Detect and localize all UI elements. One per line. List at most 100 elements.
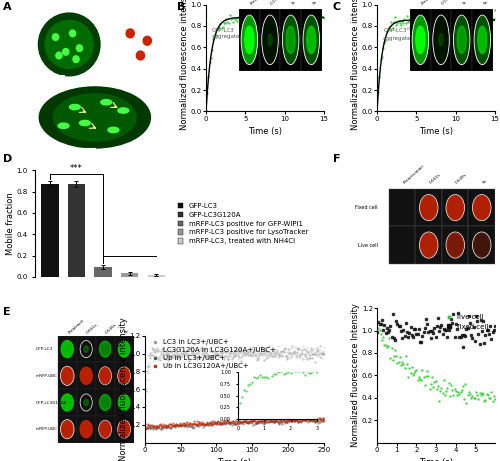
Circle shape [84,399,88,406]
Circle shape [101,100,112,105]
Text: 0.549s: 0.549s [105,322,118,334]
Circle shape [73,56,79,63]
Text: ***: *** [70,165,83,173]
Bar [94,267,112,277]
Circle shape [118,421,130,437]
Text: 0.061s: 0.061s [428,173,442,185]
Text: Live cell: Live cell [358,242,378,248]
Text: B: B [178,2,186,12]
Circle shape [84,346,88,352]
Circle shape [80,120,90,126]
Circle shape [100,421,111,437]
Text: mRFP-UBC: mRFP-UBC [36,427,58,431]
Text: GFP-LC3: GFP-LC3 [36,347,53,351]
Bar [389,189,415,226]
Bar [58,336,76,362]
Text: D: D [2,154,12,165]
Circle shape [61,341,74,358]
Text: GFP-LC3
aggregates: GFP-LC3 aggregates [212,28,244,39]
Y-axis label: Normalized fluorescence Intensity: Normalized fluorescence Intensity [351,303,360,447]
Bar [468,226,495,264]
Text: GFP-LC3G120A: GFP-LC3G120A [36,401,67,404]
Circle shape [76,45,82,52]
Text: GFP-LC3: GFP-LC3 [37,13,56,17]
Ellipse shape [38,13,100,76]
Text: A: A [2,2,11,12]
Bar [148,275,165,277]
Circle shape [420,233,437,257]
Circle shape [474,195,490,219]
Text: Prebleach: Prebleach [67,318,85,334]
Circle shape [118,341,130,357]
Ellipse shape [40,87,150,148]
Bar [121,273,138,277]
Circle shape [420,195,437,219]
Text: E: E [2,307,10,317]
Text: 3s: 3s [124,328,130,334]
Text: F: F [332,154,340,165]
Circle shape [447,195,464,219]
Legend: live cell, fixed cell: live cell, fixed cell [440,312,492,332]
Text: Merge: Merge [40,88,54,92]
Circle shape [62,48,69,55]
Bar [96,362,114,389]
Bar [41,183,58,277]
Bar [58,362,76,389]
Circle shape [108,127,119,133]
Bar [416,189,442,226]
Y-axis label: Normalized fluorescence intensity: Normalized fluorescence intensity [351,0,360,130]
Circle shape [118,108,129,113]
X-axis label: Time (s): Time (s) [419,127,453,136]
Text: 0.061s: 0.061s [86,322,99,334]
Circle shape [80,367,92,384]
Circle shape [58,123,69,129]
Bar [96,389,114,416]
Text: mCherry-LC3$^{G120A}$: mCherry-LC3$^{G120A}$ [108,13,144,21]
Circle shape [118,368,130,384]
Circle shape [474,233,490,257]
Circle shape [100,395,111,410]
Legend: GFP-LC3, GFP-LC3G120A, mRFP-LC3 positive for GFP-WIPI1, mRFP-LC3 positive for Ly: GFP-LC3, GFP-LC3G120A, mRFP-LC3 positive… [178,203,308,244]
Bar [468,189,495,226]
Circle shape [56,52,62,59]
Bar [96,336,114,362]
Circle shape [143,36,152,45]
Circle shape [70,30,75,37]
Ellipse shape [54,94,136,141]
Bar [114,389,134,416]
Bar [76,416,96,443]
Bar [442,226,468,264]
Ellipse shape [46,20,93,68]
Text: Fixed cell: Fixed cell [356,205,378,210]
Circle shape [100,368,111,384]
Legend: LC3 in LC3+/UBC+, LC3G120A in LC3G120A+/UBC+, Ub in LC3+/UBC+, Ub in LC3G120A+/U: LC3 in LC3+/UBC+, LC3G120A in LC3G120A+/… [148,339,276,369]
Bar [114,362,134,389]
Circle shape [61,421,74,438]
Circle shape [61,367,74,384]
Bar [114,336,134,362]
Bar [68,184,85,277]
Bar [76,362,96,389]
Bar [76,389,96,416]
Circle shape [61,394,74,411]
X-axis label: Time (s): Time (s) [248,127,282,136]
Circle shape [100,341,111,357]
Circle shape [70,105,80,110]
Bar [58,416,76,443]
Text: C: C [332,2,340,12]
Bar [389,226,415,264]
Bar [114,416,134,443]
Y-axis label: Mobile fraction: Mobile fraction [6,192,15,255]
Circle shape [52,34,59,41]
Bar [416,226,442,264]
Y-axis label: Normalized fluorescence intensity: Normalized fluorescence intensity [119,317,128,461]
Bar [442,189,468,226]
Bar [76,336,96,362]
Text: mRFP-UBC: mRFP-UBC [36,374,58,378]
X-axis label: Time (s): Time (s) [419,458,453,461]
Circle shape [126,29,134,38]
Text: GFP-LC3$^{G120A}$
aggregates: GFP-LC3$^{G120A}$ aggregates [383,26,421,41]
Bar [58,389,76,416]
Circle shape [118,395,130,410]
Text: Preactivation: Preactivation [402,164,425,185]
